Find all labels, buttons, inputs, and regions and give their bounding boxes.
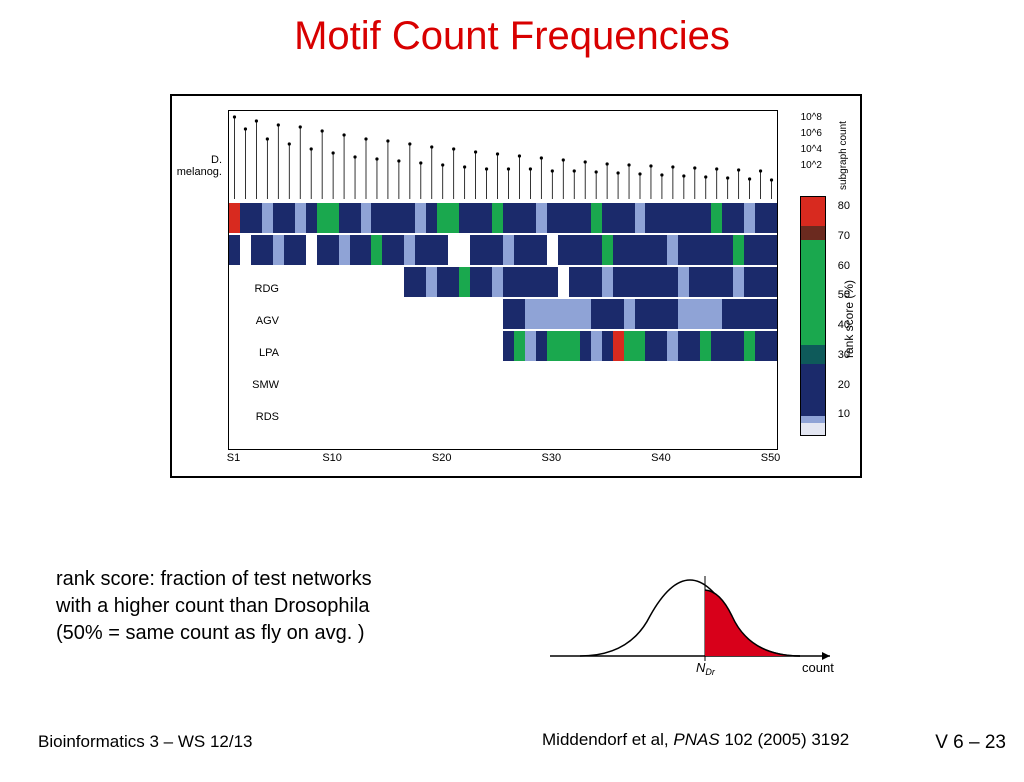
rank-line-2: with a higher count than Drosophila	[56, 593, 372, 620]
subgraph-axis-label: subgraph count	[838, 121, 849, 190]
footer-course: Bioinformatics 3 – WS 12/13	[38, 732, 252, 752]
subgraph-tick: 10^6	[801, 128, 822, 139]
colorbar-tick: 20	[838, 379, 850, 391]
colorbar-label: rank score (%)	[842, 280, 856, 358]
page-title: Motif Count Frequencies	[0, 14, 1024, 59]
figure-frame: DMCDMRRDGAGVLPASMWRDS D. melanog. 10^8 10…	[170, 94, 862, 478]
citation: Middendorf et al, PNAS 102 (2005) 3192	[542, 730, 849, 750]
colorbar-tick: 80	[838, 200, 850, 212]
heatmap-row	[229, 363, 777, 393]
x-tick: S50	[761, 452, 781, 464]
rank-line-1: rank score: fraction of test networks	[56, 566, 372, 593]
heatmap-row	[229, 267, 777, 297]
footer-page: V 6 – 23	[935, 732, 1006, 754]
subgraph-tick: 10^2	[801, 160, 822, 171]
heatmap-row	[229, 395, 777, 425]
heatmap-row	[229, 203, 777, 233]
colorbar-tick: 70	[838, 230, 850, 242]
x-tick: S10	[322, 452, 342, 464]
x-tick: S20	[432, 452, 452, 464]
colorbar-tick: 10	[838, 408, 850, 420]
colorbar-tick: 60	[838, 260, 850, 272]
rank-line-3: (50% = same count as fly on avg. )	[56, 620, 372, 647]
heatmap-area	[229, 203, 777, 427]
x-tick: S30	[542, 452, 562, 464]
stem-plot	[229, 111, 777, 199]
bell-curve: NDr count	[540, 566, 850, 676]
bell-ndr-label: NDr	[696, 660, 716, 676]
bell-count-label: count	[802, 660, 834, 675]
subgraph-tick: 10^8	[801, 112, 822, 123]
heatmap-row	[229, 331, 777, 361]
subgraph-tick: 10^4	[801, 144, 822, 155]
heatmap-row	[229, 235, 777, 265]
colorbar	[800, 196, 826, 436]
heatmap-plot: DMCDMRRDGAGVLPASMWRDS	[228, 110, 778, 450]
x-tick: S1	[227, 452, 240, 464]
x-tick: S40	[651, 452, 671, 464]
row-label-0: D. melanog.	[172, 154, 222, 178]
heatmap-row	[229, 299, 777, 329]
rank-score-explanation: rank score: fraction of test networks wi…	[56, 566, 372, 647]
